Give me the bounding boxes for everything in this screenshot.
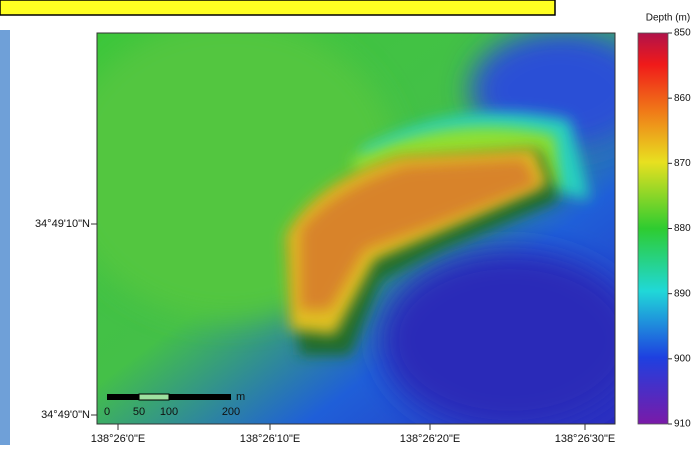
scale-segment xyxy=(107,394,139,400)
colorbar-label: 860 xyxy=(674,93,691,104)
lon-label: 138°26'20"E xyxy=(400,433,461,445)
colorbar-label: 900 xyxy=(674,353,691,364)
side-strip xyxy=(0,30,10,445)
lon-label: 138°26'10"E xyxy=(240,433,301,445)
header-box xyxy=(0,0,555,15)
legend-title: Depth (m) xyxy=(646,13,690,24)
scale-label: 100 xyxy=(160,406,178,418)
scale-label: 50 xyxy=(133,406,145,418)
bathymetry-map xyxy=(60,20,650,430)
lat-label: 34°49'10"N xyxy=(35,218,90,230)
colorbar xyxy=(638,33,668,424)
colorbar-label: 870 xyxy=(674,158,691,169)
figure: 34°49'10"N 34°49'0"N 138°26'0"E 138°26'1… xyxy=(0,0,700,449)
colorbar-label: 880 xyxy=(674,223,691,234)
scale-segment xyxy=(139,394,169,400)
lon-label: 138°26'0"E xyxy=(91,433,145,445)
lat-label: 34°49'0"N xyxy=(41,409,90,421)
scale-label: 200 xyxy=(222,406,240,418)
colorbar-label: 910 xyxy=(674,419,691,430)
scale-segment xyxy=(169,394,231,400)
page: {"map": { "legend": {"title": "Depth (m)… xyxy=(0,0,700,449)
scale-unit: m xyxy=(236,391,245,403)
colorbar-label: 890 xyxy=(674,288,691,299)
colorbar-label: 850 xyxy=(674,28,691,39)
scale-label: 0 xyxy=(104,406,110,418)
lon-label: 138°26'30"E xyxy=(555,433,616,445)
deep-area xyxy=(380,250,640,430)
